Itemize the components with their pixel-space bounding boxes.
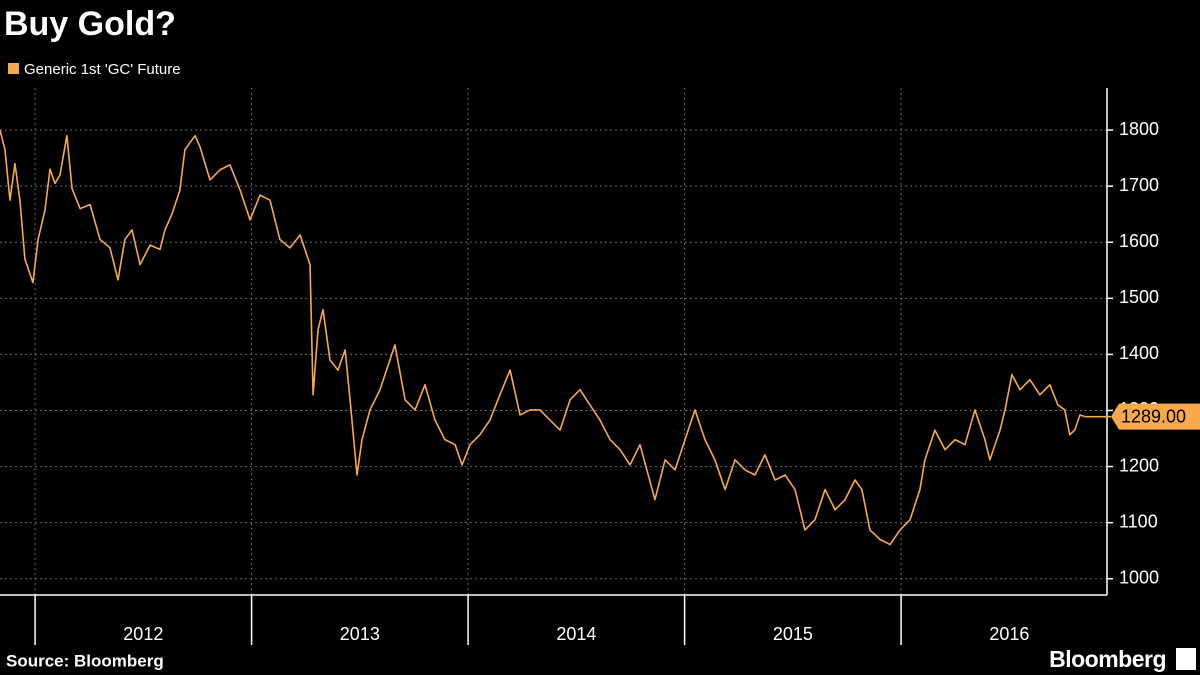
y-tick-label: 1100: [1119, 511, 1158, 531]
brand-icon: [1176, 648, 1196, 670]
chart-title: Buy Gold?: [4, 5, 176, 43]
y-tick-label: 1400: [1119, 343, 1159, 363]
y-tick-label: 1600: [1119, 231, 1159, 251]
legend-swatch: [8, 63, 19, 74]
source-note: Source: Bloomberg: [6, 651, 164, 670]
legend-label: Generic 1st 'GC' Future: [24, 61, 181, 78]
x-tick-label: 2014: [556, 624, 596, 644]
brand-logo: Bloomberg: [1049, 646, 1166, 672]
x-tick-label: 2016: [989, 624, 1029, 644]
y-tick-label: 1200: [1119, 455, 1159, 475]
line-series: [0, 129, 1086, 546]
last-value-label: 1289.00: [1121, 406, 1186, 426]
x-tick-label: 2015: [773, 624, 813, 644]
y-tick-label: 1000: [1119, 567, 1159, 587]
last-value-box: [1111, 403, 1200, 430]
x-tick-label: 2012: [123, 624, 163, 644]
y-tick-label: 1500: [1119, 287, 1159, 307]
y-tick-label: 1800: [1119, 119, 1159, 139]
x-tick-label: 2013: [340, 624, 380, 644]
y-tick-label: 1700: [1119, 175, 1159, 195]
